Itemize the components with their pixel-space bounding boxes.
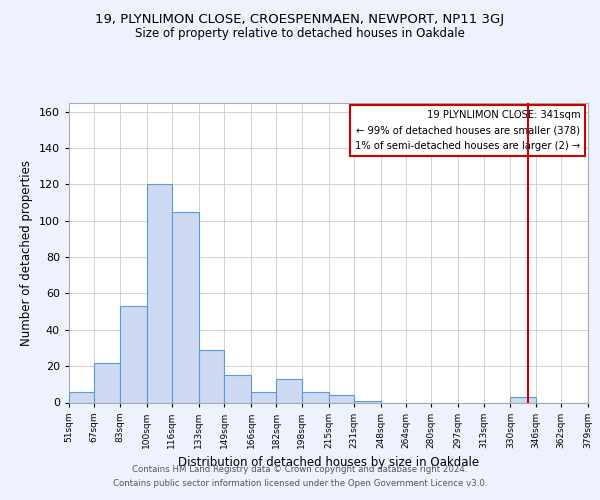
Bar bbox=[354, 400, 381, 402]
Bar bbox=[69, 392, 94, 402]
Text: Size of property relative to detached houses in Oakdale: Size of property relative to detached ho… bbox=[135, 28, 465, 40]
Bar bbox=[172, 212, 199, 402]
Text: Contains public sector information licensed under the Open Government Licence v3: Contains public sector information licen… bbox=[113, 478, 487, 488]
Bar bbox=[119, 306, 146, 402]
Bar bbox=[302, 392, 329, 402]
Bar bbox=[146, 184, 172, 402]
Bar bbox=[329, 395, 354, 402]
Bar bbox=[511, 397, 536, 402]
X-axis label: Distribution of detached houses by size in Oakdale: Distribution of detached houses by size … bbox=[178, 456, 479, 469]
Text: 19 PLYNLIMON CLOSE: 341sqm
← 99% of detached houses are smaller (378)
1% of semi: 19 PLYNLIMON CLOSE: 341sqm ← 99% of deta… bbox=[355, 110, 580, 151]
Bar bbox=[251, 392, 276, 402]
Bar bbox=[276, 379, 302, 402]
Bar bbox=[224, 375, 251, 402]
Text: Contains HM Land Registry data © Crown copyright and database right 2024.: Contains HM Land Registry data © Crown c… bbox=[132, 465, 468, 474]
Bar bbox=[199, 350, 224, 403]
Bar bbox=[94, 362, 119, 403]
Y-axis label: Number of detached properties: Number of detached properties bbox=[20, 160, 33, 346]
Text: 19, PLYNLIMON CLOSE, CROESPENMAEN, NEWPORT, NP11 3GJ: 19, PLYNLIMON CLOSE, CROESPENMAEN, NEWPO… bbox=[95, 12, 505, 26]
